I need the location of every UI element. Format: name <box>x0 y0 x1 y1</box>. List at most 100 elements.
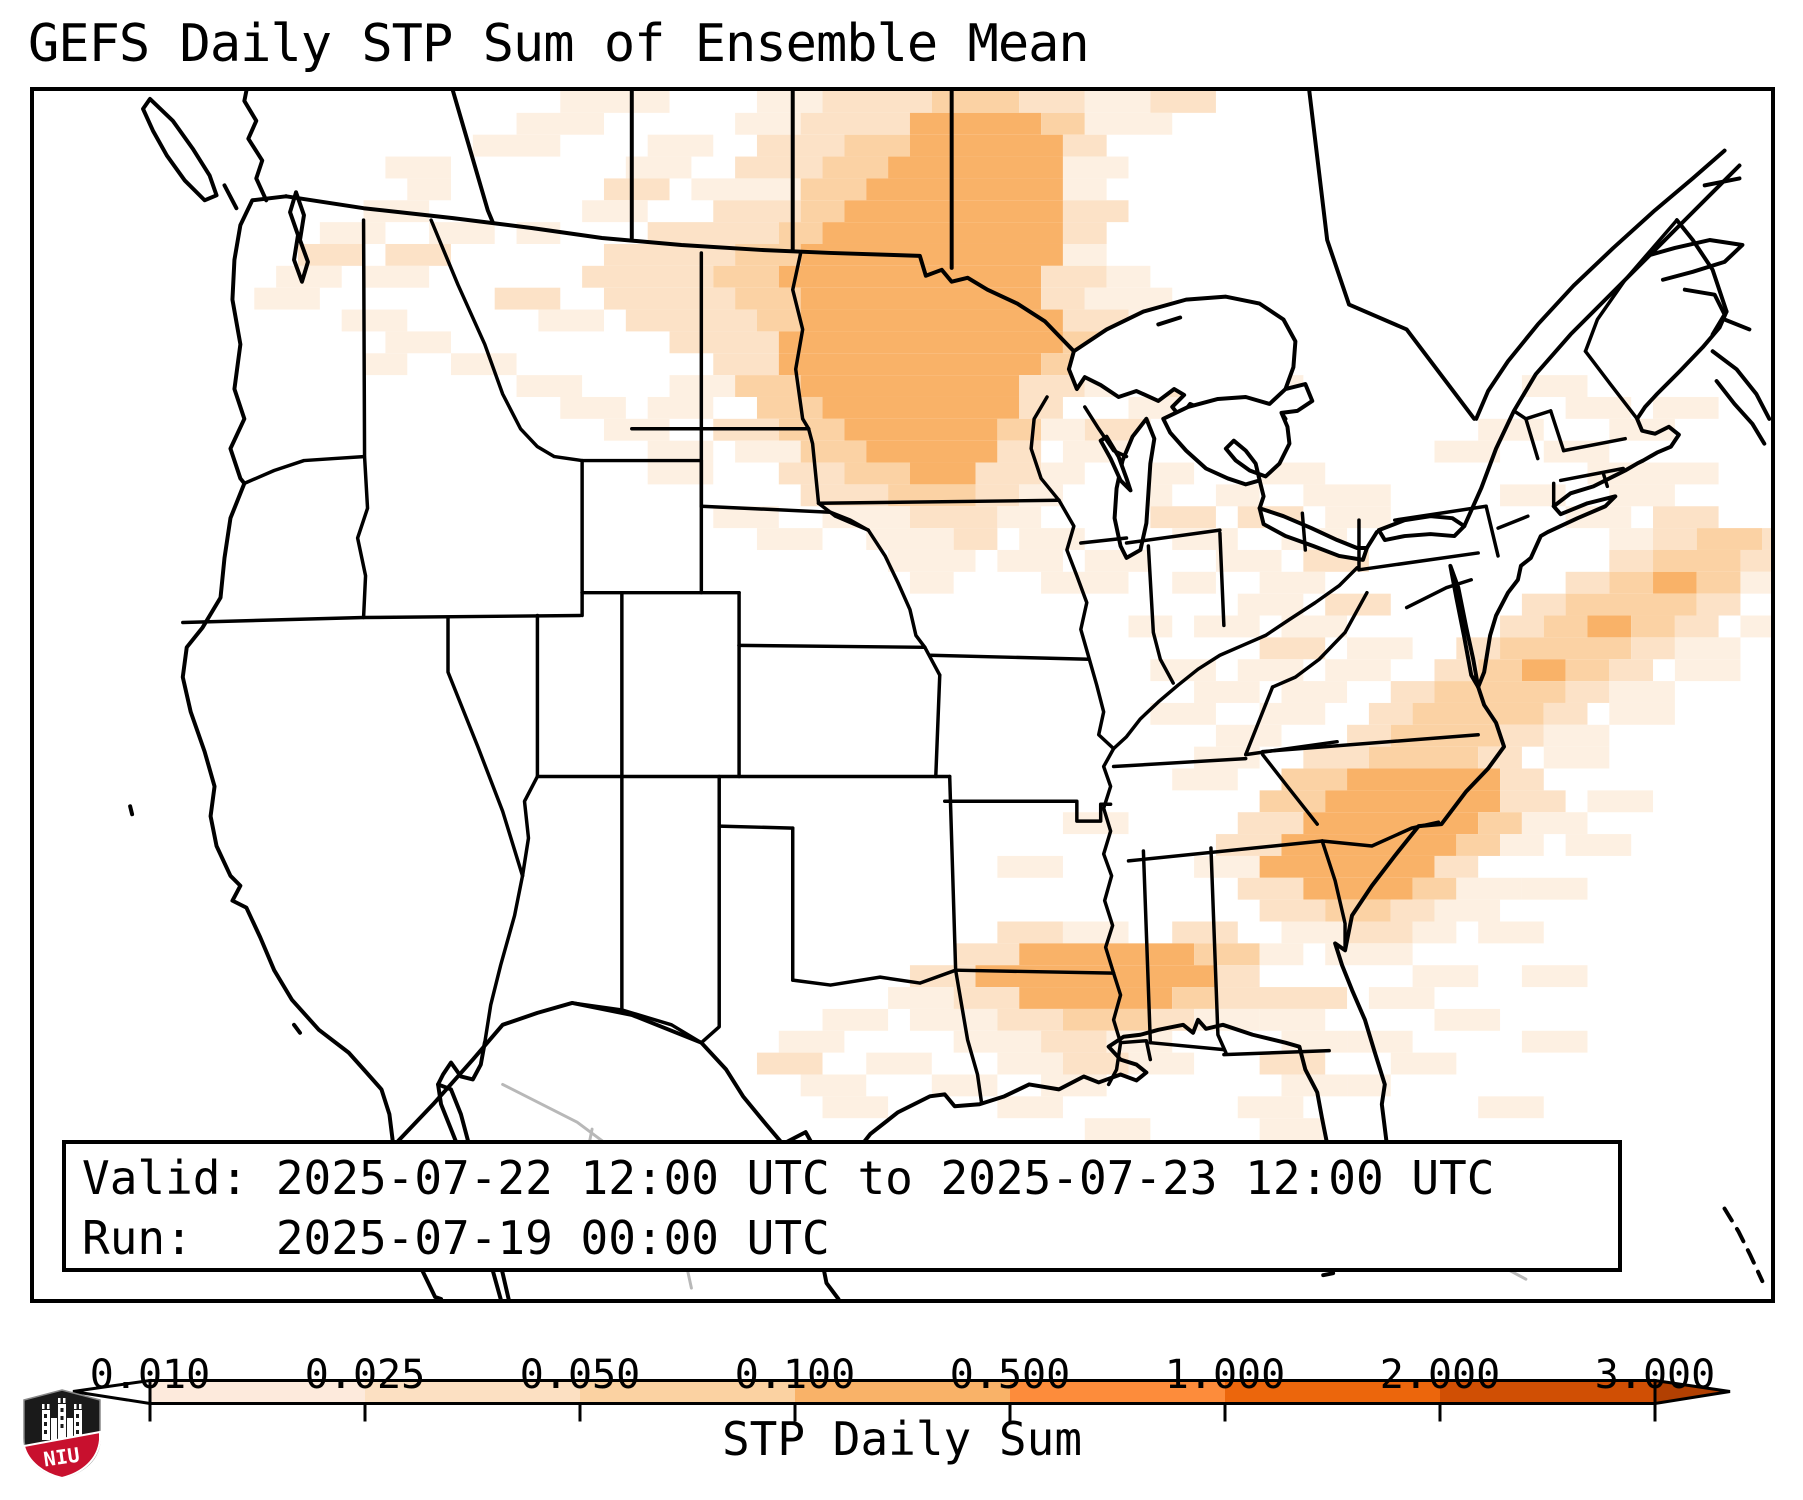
stp-cell-run <box>1412 965 1479 988</box>
stp-cell-run <box>1150 659 1216 682</box>
colorbar-tick-label: 0.500 <box>949 1352 1071 1398</box>
stp-cell-run <box>1259 1008 1326 1031</box>
stp-cell-run <box>1653 396 1719 419</box>
stp-cell-run <box>1325 899 1391 922</box>
stp-cell-run <box>647 134 714 157</box>
stp-cell-run <box>822 1096 889 1119</box>
stp-heatmap-cells <box>254 91 1771 1184</box>
stp-cell-run <box>909 112 1042 135</box>
stp-cell-run <box>1041 1030 1107 1053</box>
stp-cell-run <box>822 396 1020 419</box>
validity-box: Valid: 2025-07-22 12:00 UTC to 2025-07-2… <box>62 1140 1622 1272</box>
stp-cell-run <box>516 112 604 135</box>
stp-cell-run <box>1762 528 1771 550</box>
stp-cell-run <box>1521 659 1566 682</box>
stp-cell-run <box>603 178 670 201</box>
stp-cell-run <box>1259 571 1326 594</box>
stp-cell-run <box>1062 1052 1129 1075</box>
stp-cell-run <box>1325 593 1391 616</box>
stp-cell-run <box>1631 637 1675 660</box>
stp-cell-run <box>1128 615 1173 638</box>
stp-cell-run <box>778 222 823 244</box>
map-canvas <box>30 87 1775 1303</box>
stp-cell-run <box>888 987 954 1009</box>
stp-cell-run <box>1303 877 1413 900</box>
stp-cell-run <box>276 265 342 288</box>
stp-cell-run <box>756 91 823 113</box>
stp-cell-run <box>1172 768 1238 791</box>
stp-cell-run <box>1062 156 1129 179</box>
stp-cell-run <box>866 528 954 550</box>
stp-cell-run <box>800 484 889 507</box>
stp-cell-run <box>1281 615 1348 638</box>
stp-cell-run <box>778 331 1063 354</box>
stp-cell-run <box>1434 1008 1501 1031</box>
stp-cell-run <box>997 1096 1063 1119</box>
stp-cell-run <box>1696 571 1741 594</box>
stp-cell-run <box>560 91 670 113</box>
stp-cell-run <box>1653 506 1719 529</box>
stp-cell-run <box>1653 462 1719 485</box>
stp-cell-run <box>756 134 845 157</box>
stp-cell-run <box>1696 593 1741 616</box>
stp-cell-run <box>1609 659 1654 682</box>
stp-cell-run <box>1368 702 1413 725</box>
colorbar-ticks <box>148 1403 1657 1422</box>
stp-cell-run <box>713 506 779 529</box>
stp-cell-run <box>1390 899 1435 922</box>
stp-cell-run <box>713 200 801 223</box>
stp-cell-run <box>1521 812 1588 835</box>
stp-cell-run <box>1150 506 1216 529</box>
stp-cell-run <box>888 549 976 572</box>
stp-cell-run <box>778 418 845 441</box>
stp-cell-run <box>647 222 779 244</box>
stp-cell-run <box>1041 462 1085 485</box>
stp-cell-run <box>1062 243 1107 266</box>
stp-cell-run <box>1062 222 1107 244</box>
stp-cell-run <box>1194 615 1260 638</box>
stp-cell-run <box>385 156 451 179</box>
stp-cell-run <box>822 156 889 179</box>
colorbar-segment <box>150 1380 365 1404</box>
stp-cell-run <box>866 1052 932 1075</box>
colorbar-segment <box>365 1380 580 1404</box>
stp-cell-run <box>1303 812 1479 835</box>
stp-cell-run <box>1281 768 1348 791</box>
stp-cell-run <box>1106 265 1151 288</box>
stp-cell-run <box>1521 877 1588 900</box>
stp-cell-run <box>1237 593 1304 616</box>
stp-cell-run <box>1674 637 1741 660</box>
stp-cell-run <box>1281 1030 1348 1053</box>
stp-cell-run <box>931 91 1020 113</box>
stp-cell-run <box>1325 506 1391 529</box>
stp-cell-run <box>1500 484 1566 507</box>
stp-cell-run <box>1259 1052 1326 1075</box>
stp-cell-run <box>1194 1008 1260 1031</box>
stp-cell-run <box>1062 134 1107 157</box>
stp-cell-run <box>1062 178 1107 201</box>
stp-cell-run <box>1587 790 1654 813</box>
stp-cell-run <box>1347 1030 1413 1053</box>
stp-cell-run <box>363 265 430 288</box>
stp-cell-run <box>844 134 910 157</box>
stp-cell-run <box>800 243 1063 266</box>
stp-cell-run <box>647 462 714 485</box>
stp-cell-run <box>1325 790 1501 813</box>
stp-cell-run <box>1609 571 1654 594</box>
stp-cell-run <box>866 440 998 463</box>
stp-cell-run <box>1565 659 1610 682</box>
stp-cell-run <box>822 222 1063 244</box>
colorbar-tick-label: 1.000 <box>1164 1352 1286 1398</box>
stp-cell-run <box>1500 637 1632 660</box>
stp-cell-run <box>1653 571 1697 594</box>
stp-cell-run <box>1696 528 1763 550</box>
stp-cell-run <box>1434 855 1479 878</box>
stp-cell-run <box>1456 834 1501 856</box>
stp-cell-run <box>407 178 451 201</box>
stp-cell-run <box>1259 790 1326 813</box>
stp-cell-run <box>1041 571 1129 594</box>
stp-cell-run <box>1674 659 1741 682</box>
stp-cell-run <box>953 1030 1042 1053</box>
colorbar-segment <box>580 1380 795 1404</box>
stp-cell-run <box>997 855 1063 878</box>
